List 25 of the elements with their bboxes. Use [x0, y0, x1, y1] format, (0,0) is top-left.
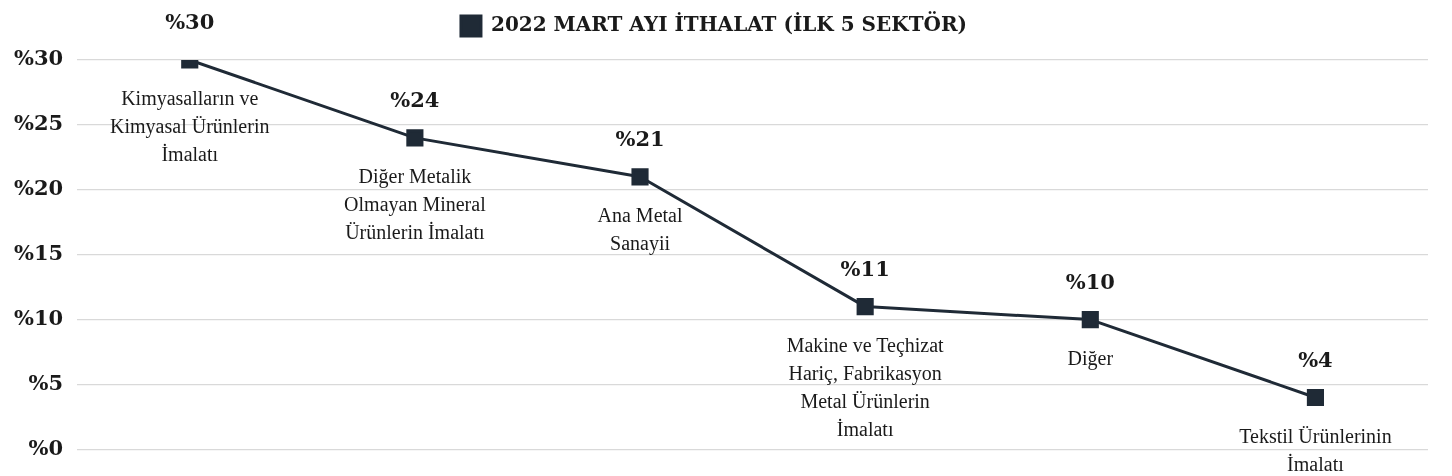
x-tick-label: Makine ve Teçhizat Hariç, Fabrikasyon Metal Ürünlerin İmalatı [786, 333, 945, 440]
data-label: %21 [615, 126, 665, 152]
y-tick-label: %30 [13, 45, 64, 71]
y-tick-label: %5 [28, 369, 64, 395]
x-tick-label: Ana Metal Sanayii [597, 204, 683, 256]
data-label: %30 [165, 9, 215, 35]
data-label: %24 [390, 87, 440, 113]
data-label: %4 [1298, 346, 1333, 372]
y-tick-label: %10 [13, 305, 64, 331]
y-tick-label: %20 [13, 175, 64, 201]
y-tick-label: %25 [13, 110, 64, 136]
point [1081, 311, 1099, 329]
point [631, 168, 649, 186]
y-tick-label: %15 [13, 240, 64, 266]
data-label: %11 [840, 256, 890, 282]
data-label: %10 [1065, 269, 1115, 295]
point [406, 129, 424, 147]
point [856, 298, 874, 316]
x-tick-label: Diğer Metalik Olmayan Mineral Ürünlerin İmalatı [344, 165, 487, 244]
x-tick-label: Diğer [1067, 346, 1114, 370]
point [1306, 388, 1324, 407]
x-tick-label: Kimyasalların ve Kimyasal Ürünlerin İmalatı [110, 87, 270, 166]
y-tick-label: %0 [28, 434, 64, 460]
legend-label: 2022 MART AYI İTHALAT (İLK 5 SEKTÖR) [490, 11, 968, 37]
x-tick-label: Tekstil Ürünlerinin İmalatı [1239, 424, 1392, 475]
